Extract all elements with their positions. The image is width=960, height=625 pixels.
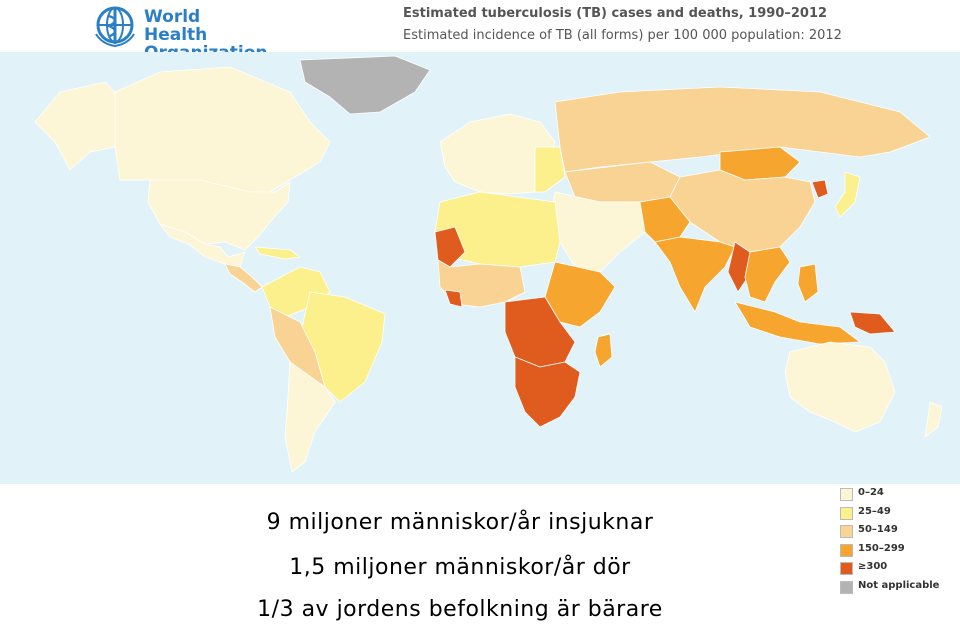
legend-swatch [840, 543, 853, 557]
who-emblem-icon [95, 6, 135, 48]
org-name-line1: World Health [144, 7, 208, 45]
legend-label: 25–49 [858, 505, 891, 517]
philippines [797, 263, 819, 303]
legend-item: Not applicable [840, 579, 958, 597]
indonesia [734, 301, 861, 345]
world-map [0, 52, 960, 484]
southern-africa [514, 356, 581, 428]
central-america [224, 263, 263, 293]
map-legend: 0–24 25–49 50–149 150–299 ≥300 Not appli… [840, 486, 958, 597]
canada [114, 66, 331, 193]
legend-item: 25–49 [840, 505, 958, 523]
legend-label: 0–24 [858, 487, 884, 498]
mexico [159, 223, 246, 268]
map-subtitle: Estimated incidence of TB (all forms) pe… [403, 28, 842, 43]
myanmar [727, 241, 751, 293]
legend-item: 150–299 [840, 542, 958, 560]
mauritania [434, 226, 466, 268]
legend-item: ≥300 [840, 560, 958, 578]
japan [834, 171, 861, 218]
southern-cone [284, 361, 336, 473]
legend-label: 50–149 [858, 524, 898, 535]
india [654, 236, 736, 313]
russia [554, 86, 931, 173]
sierra-leone [444, 289, 463, 308]
caribbean [254, 246, 301, 260]
caption-line1: 9 miljoner människor/år insjuknar [266, 510, 654, 535]
alaska [34, 81, 121, 171]
new-zealand [924, 401, 943, 438]
eastern-europe [534, 146, 566, 193]
header: World Health Organization Estimated tube… [0, 0, 960, 62]
legend-label: 150–299 [858, 542, 905, 554]
world-map-svg [34, 55, 943, 473]
legend-swatch [840, 562, 853, 575]
legend-swatch [840, 580, 853, 594]
caption-line3: 1/3 av jordens befolkning är bärare [257, 597, 663, 622]
legend-swatch [840, 525, 853, 538]
legend-item: 50–149 [840, 523, 958, 541]
map-title: Estimated tuberculosis (TB) cases and de… [403, 6, 828, 21]
who-logo: World Health Organization [92, 4, 268, 62]
madagascar [594, 333, 613, 368]
north-korea [811, 179, 829, 199]
caption-line2: 1,5 miljoner människor/år dör [289, 555, 631, 580]
legend-item: 0–24 [840, 486, 958, 504]
greenland [299, 55, 431, 115]
legend-label: ≥300 [858, 561, 888, 572]
southeast-asia [744, 246, 791, 303]
papua-new-guinea [849, 311, 896, 335]
australia [784, 341, 896, 433]
legend-swatch [840, 506, 853, 520]
middle-east [549, 191, 646, 273]
legend-label: Not applicable [858, 579, 940, 591]
legend-swatch [840, 488, 853, 501]
